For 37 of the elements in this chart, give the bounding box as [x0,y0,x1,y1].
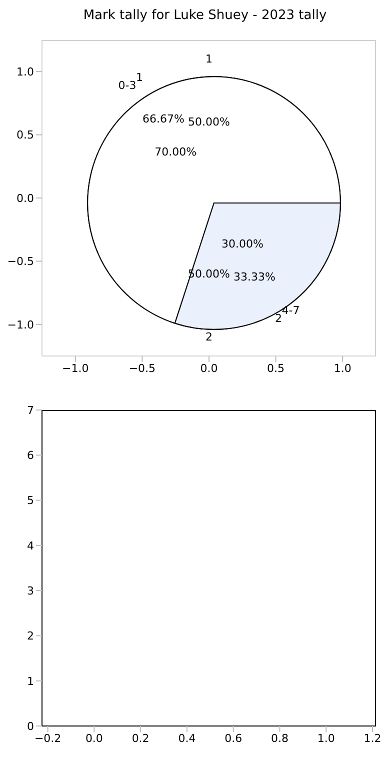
slice-label: 2 [275,312,282,325]
data-label: 66.67% [142,112,184,126]
y-tick-label: 0 [27,720,34,733]
data-label: 50.00% [188,116,230,129]
x-tick-label: −1.0 [62,362,89,375]
x-tick-label: 1.0 [334,362,352,375]
x-tick-label: 0.5 [267,362,285,375]
y-tick-label: 0.5 [16,128,34,142]
y-tick-label: 1.0 [16,66,34,79]
slice-label: 2 [206,330,212,344]
x-tick-label: 0.0 [200,362,218,375]
y-tick-label: −0.5 [7,255,34,268]
x-tick-label: 0.0 [85,732,103,745]
chart-title: Mark tally for Luke Shuey - 2023 tally [82,8,328,25]
x-tick-label: 0.4 [178,732,196,745]
data-label: 70.00% [154,145,197,158]
y-tick-label: 2 [27,630,34,643]
y-tick-label: 3 [27,584,34,598]
x-tick-label: −0.2 [34,732,62,745]
y-tick-label: 5 [27,494,34,508]
y-tick-label: −1.0 [7,318,34,332]
x-tick-label: 1.2 [364,732,382,745]
slice-label: 1 [136,71,143,84]
y-tick-label: 6 [27,449,34,462]
x-tick-label: −0.5 [128,362,156,375]
slice-label: 1 [206,52,212,66]
y-tick-label: 1 [27,674,34,688]
x-tick-label: 0.6 [224,732,242,745]
x-tick-label: 0.8 [270,732,288,745]
x-tick-label: 1.0 [317,732,335,745]
y-tick-label: 0.0 [16,192,34,205]
y-tick-label: 7 [27,404,34,417]
y-tick-label: 4 [27,539,34,552]
data-label: 33.33% [234,270,276,284]
x-tick-label: 0.2 [132,732,150,745]
data-label: 30.00% [221,238,264,251]
slice-label: 0-3 [118,79,136,92]
